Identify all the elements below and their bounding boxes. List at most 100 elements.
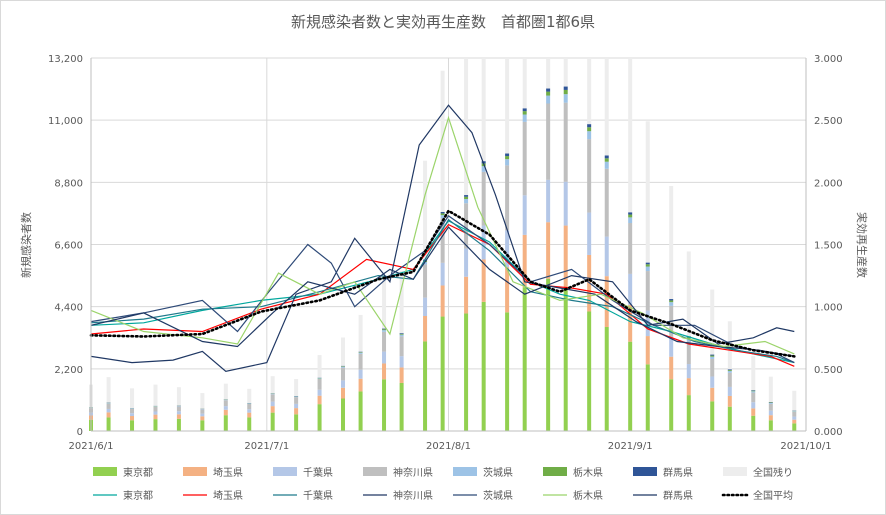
bar-segment bbox=[587, 127, 592, 132]
legend-swatch-bar bbox=[183, 467, 207, 476]
bar-segment bbox=[686, 251, 691, 337]
bar-segment bbox=[669, 186, 674, 300]
bar-segment bbox=[505, 156, 510, 160]
bar-segment bbox=[200, 416, 205, 421]
legend-swatch-bar bbox=[273, 467, 297, 476]
bar-segment bbox=[768, 403, 773, 411]
bar-segment bbox=[563, 181, 568, 226]
bar-segment bbox=[341, 367, 346, 381]
bar-segment bbox=[153, 384, 158, 406]
bar-segment bbox=[792, 419, 797, 424]
bar-segment bbox=[176, 387, 181, 406]
y-left-tick-label: 11,000 bbox=[48, 116, 83, 127]
bar-segment bbox=[546, 58, 551, 89]
bar-segment bbox=[505, 230, 510, 268]
rt-line bbox=[90, 215, 795, 364]
bar-segment bbox=[440, 215, 445, 219]
bar-segment bbox=[604, 161, 609, 169]
bar-segment bbox=[481, 301, 486, 431]
bar-segment bbox=[751, 408, 756, 416]
bar-segment bbox=[727, 372, 732, 387]
bar-segment bbox=[399, 334, 404, 337]
axes: 0 2,200 4,400 6,600 8,800 11,000 13,200 0.000 0.… bbox=[48, 54, 843, 452]
bar-segment bbox=[751, 390, 756, 392]
y-right-tick-label: 0.000 bbox=[814, 427, 843, 438]
bar-segment bbox=[223, 409, 228, 416]
bar-segment bbox=[727, 369, 732, 371]
bar-segment bbox=[751, 356, 756, 391]
bar-segment bbox=[522, 121, 527, 196]
x-tick-label: 2021/6/1 bbox=[69, 441, 114, 452]
bar-segment bbox=[505, 58, 510, 154]
bar-segment bbox=[604, 58, 609, 156]
bar-segment bbox=[464, 195, 469, 197]
bar-segment bbox=[200, 393, 205, 409]
bar-segment bbox=[464, 199, 469, 204]
bar-segment bbox=[546, 179, 551, 223]
bar-segment bbox=[628, 217, 633, 224]
bar-segment bbox=[294, 379, 299, 396]
y-right-tick-label: 3.000 bbox=[814, 54, 843, 65]
bar-segment bbox=[358, 352, 363, 353]
bar-segment bbox=[792, 411, 797, 412]
bar-segment bbox=[481, 171, 486, 226]
bar-segment bbox=[546, 95, 551, 104]
legend-label: 茨城県 bbox=[483, 489, 513, 502]
x-tick-label: 2021/8/1 bbox=[426, 441, 471, 452]
bar-segment bbox=[270, 393, 275, 395]
legend-label: 全国残り bbox=[753, 466, 793, 479]
legend-label: 埼玉県 bbox=[213, 466, 243, 479]
bar-segment bbox=[604, 158, 609, 162]
bar-segment bbox=[317, 404, 322, 431]
bar-segment bbox=[751, 391, 756, 393]
bar-segment bbox=[604, 236, 609, 277]
bar-segment bbox=[710, 356, 715, 359]
bar-segment bbox=[106, 403, 111, 404]
bar-segment bbox=[440, 213, 445, 216]
legend: 東京都 埼玉県 千葉県 神奈川県 茨城県 栃木県 群馬県 全国残り東京都 埼玉県 千葉県 神奈川県茨… bbox=[93, 466, 793, 502]
bar-segment bbox=[247, 409, 252, 413]
bar-segment bbox=[522, 195, 527, 235]
bar-segment bbox=[247, 417, 252, 431]
legend-label: 栃木県 bbox=[573, 489, 603, 502]
bar-segment bbox=[546, 88, 551, 92]
bar-segment bbox=[645, 121, 650, 263]
bar-segment bbox=[604, 327, 609, 431]
bar-segment bbox=[382, 379, 387, 431]
y-right-tick-label: 2.000 bbox=[814, 178, 843, 189]
bar-segment bbox=[710, 358, 715, 377]
bar-segment bbox=[710, 355, 715, 357]
legend-label: 埼玉県 bbox=[213, 489, 243, 502]
bar-segment bbox=[130, 420, 135, 431]
bar-segment bbox=[382, 351, 387, 364]
bar-segment bbox=[423, 264, 428, 298]
bar-segment bbox=[200, 413, 205, 417]
bar-segment bbox=[399, 356, 404, 368]
y-axis-right-label: 実効再生産数 bbox=[855, 212, 869, 278]
rt-line bbox=[90, 115, 795, 355]
bar-segment bbox=[223, 415, 228, 431]
legend-swatch-bar bbox=[723, 467, 747, 476]
bar-segment bbox=[710, 289, 715, 355]
bar-segment bbox=[440, 218, 445, 263]
bar-segment bbox=[522, 108, 527, 112]
bar-segment bbox=[270, 376, 275, 394]
bar-segment bbox=[464, 203, 469, 249]
legend-label: 群馬県 bbox=[663, 466, 693, 479]
y-left-tick-label: 8,800 bbox=[54, 178, 83, 189]
bar-segment bbox=[686, 364, 691, 379]
bar-segment bbox=[669, 302, 674, 306]
bar-segment bbox=[792, 416, 797, 420]
bar-segment bbox=[423, 315, 428, 342]
bar-segment bbox=[223, 383, 228, 400]
legend-label: 全国平均 bbox=[753, 489, 793, 502]
bar-segment bbox=[440, 285, 445, 317]
bar-segment bbox=[176, 414, 181, 419]
bar-segment bbox=[628, 341, 633, 431]
legend-label: 千葉県 bbox=[303, 466, 333, 479]
bar-segment bbox=[522, 234, 527, 288]
y-left-tick-label: 2,200 bbox=[54, 365, 83, 376]
rt-line bbox=[90, 218, 795, 364]
bar-segment bbox=[628, 304, 633, 342]
x-tick-label: 2021/9/1 bbox=[608, 441, 653, 452]
